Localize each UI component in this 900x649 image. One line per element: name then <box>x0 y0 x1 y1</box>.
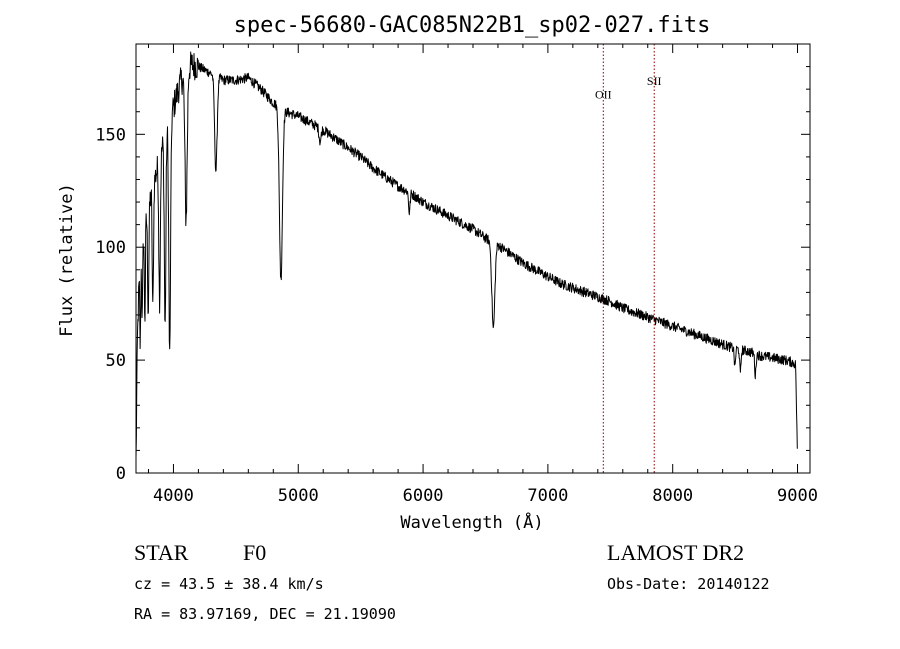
y-tick-label: 100 <box>95 238 126 258</box>
x-tick-label: 6000 <box>403 486 444 506</box>
marker-label-oii: OII <box>595 88 612 102</box>
plot-frame <box>136 44 810 473</box>
y-axis-ticks: 0 50 100 150 <box>95 44 810 484</box>
chart-title: spec-56680-GAC085N22B1_sp02-027.fits <box>234 13 711 38</box>
x-axis-ticks: 4000 5000 6000 7000 8000 9000 <box>148 44 818 506</box>
spectrum-line <box>136 52 797 457</box>
x-tick-label: 4000 <box>153 486 194 506</box>
x-tick-label: 8000 <box>652 486 693 506</box>
y-tick-label: 0 <box>116 464 126 484</box>
object-subclass: F0 <box>243 540 266 565</box>
redshift-text: cz = 43.5 ± 38.4 km/s <box>134 575 324 593</box>
x-tick-label: 7000 <box>527 486 568 506</box>
obs-date-text: Obs-Date: 20140122 <box>607 575 770 593</box>
x-tick-label: 5000 <box>278 486 319 506</box>
coordinates-text: RA = 83.97169, DEC = 21.19090 <box>134 605 396 623</box>
plot-area: OII SII 4000 5000 6000 7000 8000 9000 0 50 100 15… <box>95 44 818 506</box>
survey-name: LAMOST DR2 <box>607 540 744 565</box>
x-axis-label: Wavelength (Å) <box>400 511 543 533</box>
marker-label-sii: SII <box>647 74 662 88</box>
object-class: STAR <box>134 540 189 565</box>
y-tick-label: 50 <box>106 351 126 371</box>
x-tick-label: 9000 <box>777 486 818 506</box>
emission-line-markers: OII SII <box>595 44 662 473</box>
y-axis-label: Flux (relative) <box>57 183 77 337</box>
y-tick-label: 150 <box>95 125 126 145</box>
